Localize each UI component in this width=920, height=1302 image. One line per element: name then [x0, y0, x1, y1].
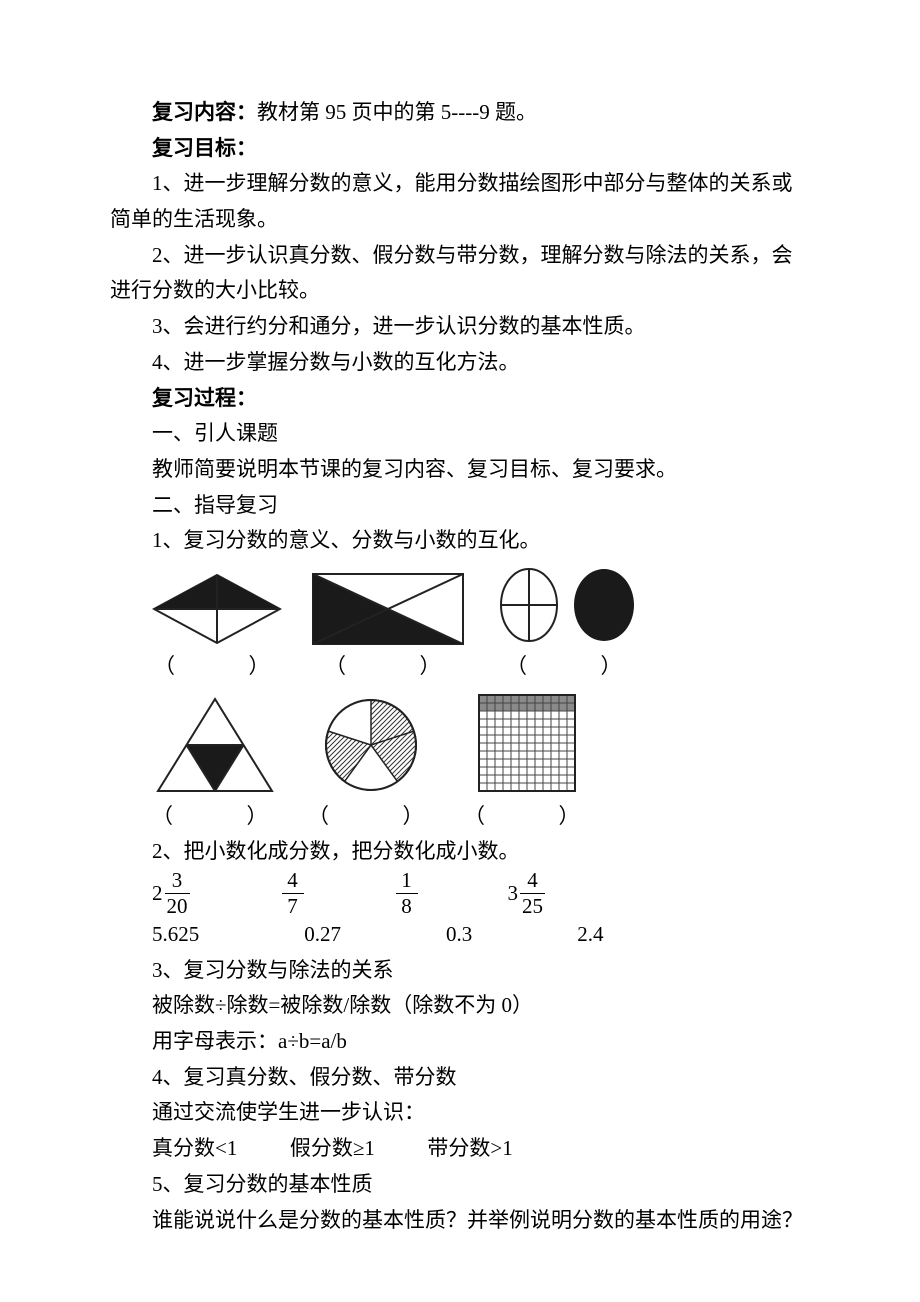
- text-letter-form: 用字母表示：a÷b=a/b: [110, 1024, 810, 1060]
- rhombus-icon: [152, 573, 282, 645]
- blank-1: （ ）: [154, 649, 280, 685]
- text-division-relation: 被除数÷除数=被除数/除数（除数不为 0）: [110, 988, 810, 1024]
- fraction-2: 47: [280, 870, 304, 917]
- fraction-4: 3 425: [508, 870, 546, 917]
- figure-row-1: （ ） （ ） （ ）: [152, 565, 810, 685]
- blank-2: （ ）: [325, 649, 451, 685]
- grid-icon: [475, 691, 579, 795]
- figure-5: （ ）: [308, 695, 434, 835]
- decimal-4: 2.4: [577, 917, 603, 953]
- heading-section-1: 一、引人课题: [110, 416, 810, 452]
- ellipses-icon: [494, 565, 644, 645]
- goal-2: 2、进一步认识真分数、假分数与带分数，理解分数与除法的关系，会进行分数的大小比较…: [110, 238, 810, 309]
- improper-fraction: 假分数≥1: [290, 1136, 375, 1160]
- text-basic-property: 谁能说说什么是分数的基本性质？并举例说明分数的基本性质的用途？: [110, 1203, 810, 1239]
- fraction-3: 18: [394, 870, 418, 917]
- goal-4: 4、进一步掌握分数与小数的互化方法。: [110, 345, 810, 381]
- item-2-1: 1、复习分数的意义、分数与小数的互化。: [110, 523, 810, 559]
- triangle-icon: [154, 695, 276, 795]
- blank-3: （ ）: [506, 649, 632, 685]
- decimal-row: 5.625 0.27 0.3 2.4: [152, 917, 810, 953]
- item-2-3: 3、复习分数与除法的关系: [110, 953, 810, 989]
- figure-2: （ ）: [312, 573, 464, 685]
- goal-1: 1、进一步理解分数的意义，能用分数描绘图形中部分与整体的关系或简单的生活现象。: [110, 166, 810, 237]
- label-review-goals: 复习目标：: [110, 131, 810, 167]
- decimal-2: 0.27: [304, 917, 341, 953]
- decimal-1: 5.625: [152, 917, 199, 953]
- text-discussion: 通过交流使学生进一步认识：: [110, 1095, 810, 1131]
- item-2-4: 4、复习真分数、假分数、带分数: [110, 1060, 810, 1096]
- item-2-5: 5、复习分数的基本性质: [110, 1167, 810, 1203]
- figure-row-2: （ ）: [152, 691, 810, 835]
- document-page: 复习内容：教材第 95 页中的第 5----9 题。 复习目标： 1、进一步理解…: [0, 0, 920, 1302]
- fraction-row: 2 320 47 18 3 425: [152, 870, 810, 917]
- heading-section-2: 二、指导复习: [110, 488, 810, 524]
- item-2-2: 2、把小数化成分数，把分数化成小数。: [110, 834, 810, 870]
- circle-sectors-icon: [321, 695, 421, 795]
- figure-1: （ ）: [152, 573, 282, 685]
- line-review-content: 复习内容：教材第 95 页中的第 5----9 题。: [110, 95, 810, 131]
- fraction-types-row: 真分数<1 假分数≥1 带分数>1: [110, 1131, 810, 1167]
- label-review-content: 复习内容：: [152, 100, 257, 124]
- fraction-1: 2 320: [152, 870, 190, 917]
- decimal-3: 0.3: [446, 917, 472, 953]
- label-review-process: 复习过程：: [110, 381, 810, 417]
- rect-diagonals-icon: [312, 573, 464, 645]
- figure-4: （ ）: [152, 695, 278, 835]
- text-section-1: 教师简要说明本节课的复习内容、复习目标、复习要求。: [110, 452, 810, 488]
- blank-6: （ ）: [464, 799, 590, 835]
- proper-fraction: 真分数<1: [152, 1136, 237, 1160]
- figure-3: （ ）: [494, 565, 644, 685]
- goal-3: 3、会进行约分和通分，进一步认识分数的基本性质。: [110, 309, 810, 345]
- figure-6: （ ）: [464, 691, 590, 835]
- blank-4: （ ）: [152, 799, 278, 835]
- text-review-content: 教材第 95 页中的第 5----9 题。: [257, 100, 537, 124]
- mixed-number: 带分数>1: [427, 1136, 512, 1160]
- blank-5: （ ）: [308, 799, 434, 835]
